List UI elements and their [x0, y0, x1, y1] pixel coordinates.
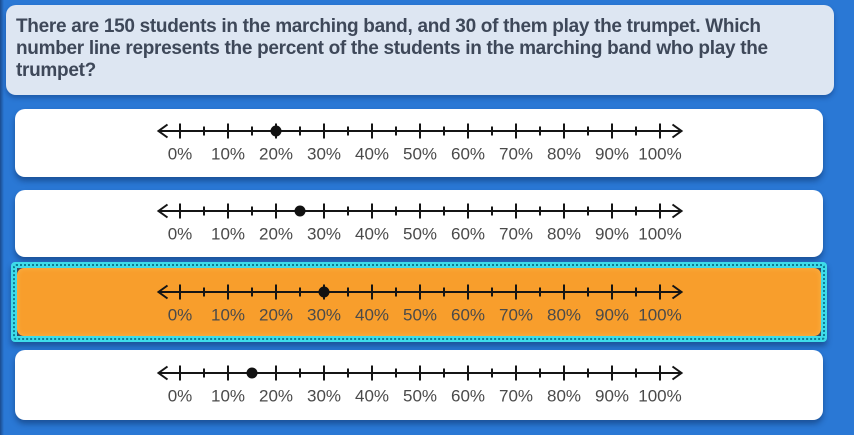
svg-text:0%: 0%: [168, 145, 193, 164]
svg-text:60%: 60%: [451, 306, 485, 325]
svg-text:80%: 80%: [547, 387, 581, 406]
svg-text:40%: 40%: [355, 387, 389, 406]
svg-text:100%: 100%: [638, 225, 681, 244]
svg-text:10%: 10%: [211, 225, 245, 244]
svg-text:90%: 90%: [595, 145, 629, 164]
svg-text:0%: 0%: [168, 225, 193, 244]
svg-text:70%: 70%: [499, 145, 533, 164]
svg-text:90%: 90%: [595, 306, 629, 325]
svg-text:40%: 40%: [355, 225, 389, 244]
svg-text:50%: 50%: [403, 145, 437, 164]
svg-text:90%: 90%: [595, 387, 629, 406]
svg-text:20%: 20%: [259, 145, 293, 164]
svg-text:100%: 100%: [638, 306, 681, 325]
svg-text:0%: 0%: [168, 306, 193, 325]
svg-text:70%: 70%: [499, 306, 533, 325]
svg-text:100%: 100%: [638, 387, 681, 406]
svg-text:50%: 50%: [403, 306, 437, 325]
svg-text:70%: 70%: [499, 225, 533, 244]
svg-text:0%: 0%: [168, 387, 193, 406]
svg-text:60%: 60%: [451, 145, 485, 164]
svg-text:30%: 30%: [307, 145, 341, 164]
svg-text:80%: 80%: [547, 225, 581, 244]
svg-text:80%: 80%: [547, 306, 581, 325]
svg-text:10%: 10%: [211, 145, 245, 164]
svg-text:30%: 30%: [307, 306, 341, 325]
svg-text:100%: 100%: [638, 145, 681, 164]
svg-text:20%: 20%: [259, 387, 293, 406]
svg-text:10%: 10%: [211, 306, 245, 325]
svg-text:10%: 10%: [211, 387, 245, 406]
svg-text:60%: 60%: [451, 387, 485, 406]
svg-text:60%: 60%: [451, 225, 485, 244]
svg-text:20%: 20%: [259, 306, 293, 325]
svg-text:40%: 40%: [355, 306, 389, 325]
svg-text:90%: 90%: [595, 225, 629, 244]
svg-text:40%: 40%: [355, 145, 389, 164]
svg-text:80%: 80%: [547, 145, 581, 164]
svg-text:50%: 50%: [403, 387, 437, 406]
svg-text:70%: 70%: [499, 387, 533, 406]
svg-text:30%: 30%: [307, 387, 341, 406]
svg-text:50%: 50%: [403, 225, 437, 244]
svg-text:20%: 20%: [259, 225, 293, 244]
svg-text:30%: 30%: [307, 225, 341, 244]
